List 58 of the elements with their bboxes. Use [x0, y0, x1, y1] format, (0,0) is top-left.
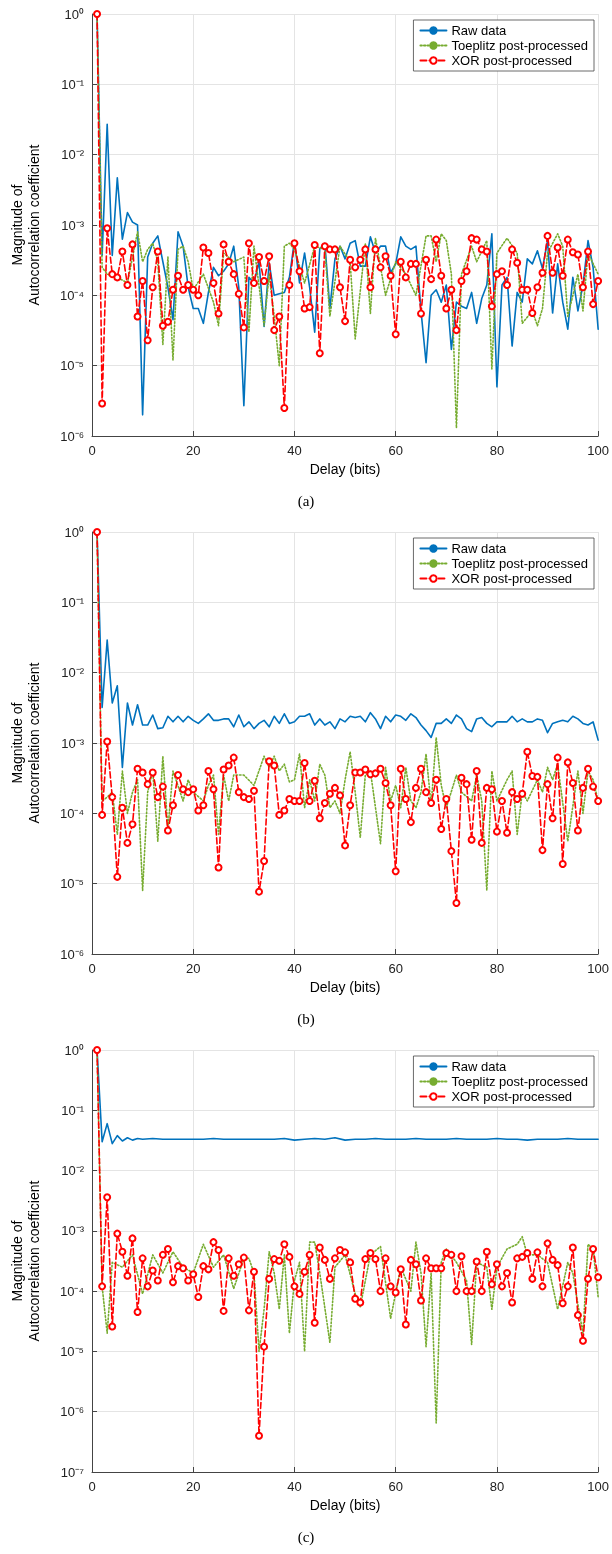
text: (b) [297, 1010, 315, 1028]
x-tick-label: 20 [186, 1479, 201, 1494]
y-tick-label: 10⁻² [61, 665, 85, 681]
legend-label: XOR post-processed [451, 53, 573, 68]
y-tick-label: 10⁰ [64, 524, 84, 540]
x-tick-label: 80 [489, 961, 505, 976]
legend-label: Toeplitz post-processed [451, 38, 589, 53]
text: (c) [297, 1528, 315, 1546]
x-tick-label: 60 [388, 1479, 403, 1494]
legend-label: XOR post-processed [451, 1089, 573, 1104]
x-tick-label: 100 [587, 1479, 610, 1494]
legend-label: XOR post-processed [451, 571, 573, 586]
y-tick-label: 10⁻¹ [61, 1102, 85, 1118]
x-tick-label: 40 [287, 961, 302, 976]
x-tick-label: 20 [186, 443, 201, 458]
x-tick-label: 60 [388, 443, 403, 458]
x-tick-label: 0 [88, 961, 96, 976]
y-tick-label: 10⁻³ [61, 735, 85, 751]
y-tick-label: 10⁻¹ [61, 594, 85, 610]
y-tick-label: 10⁰ [64, 1042, 84, 1058]
y-axis-title: Magnitude of Autocorrelation coefficient [8, 662, 42, 824]
y-tick-label: 10⁻⁴ [59, 1283, 84, 1299]
y-tick-label: 10⁻⁶ [60, 946, 84, 962]
x-tick-label: 80 [489, 1479, 505, 1494]
legend-label: Raw data [451, 541, 508, 556]
x-tick-label: 0 [88, 443, 96, 458]
legend-label: Raw data [451, 23, 508, 38]
y-tick-label: 10⁻² [61, 147, 85, 163]
x-tick-label: 80 [489, 443, 505, 458]
y-tick-label: 10⁻⁵ [60, 876, 84, 892]
x-axis-title: Delay (bits) [309, 460, 381, 477]
legend-label: Toeplitz post-processed [451, 556, 589, 571]
y-tick-label: 10⁻⁷ [60, 1464, 85, 1480]
y-tick-label: 10⁻¹ [61, 76, 85, 92]
y-axis-title: Magnitude of Autocorrelation coefficient [8, 144, 42, 306]
x-tick-label: 40 [287, 443, 302, 458]
x-tick-label: 40 [287, 1479, 302, 1494]
x-tick-label: 100 [587, 961, 610, 976]
x-tick-label: 100 [587, 443, 610, 458]
y-tick-label: 10⁰ [64, 6, 84, 22]
y-tick-label: 10⁻⁶ [60, 428, 84, 444]
y-tick-label: 10⁻³ [61, 1223, 85, 1239]
y-tick-label: 10⁻⁵ [60, 358, 84, 374]
x-tick-label: 60 [388, 961, 403, 976]
x-tick-label: 20 [186, 961, 201, 976]
y-tick-label: 10⁻⁶ [60, 1404, 84, 1420]
y-axis-title: Magnitude of Autocorrelation coefficient [8, 1180, 42, 1342]
x-axis-title: Delay (bits) [309, 978, 381, 995]
y-tick-label: 10⁻² [61, 1163, 85, 1179]
y-tick-label: 10⁻⁵ [60, 1343, 84, 1359]
y-tick-label: 10⁻⁴ [59, 287, 84, 303]
text: (a) [297, 492, 315, 510]
x-tick-label: 0 [88, 1479, 96, 1494]
x-axis-title: Delay (bits) [309, 1496, 381, 1513]
legend-label: Raw data [451, 1059, 508, 1074]
y-tick-label: 10⁻⁴ [59, 805, 84, 821]
y-tick-label: 10⁻³ [61, 217, 85, 233]
legend-label: Toeplitz post-processed [451, 1074, 589, 1089]
